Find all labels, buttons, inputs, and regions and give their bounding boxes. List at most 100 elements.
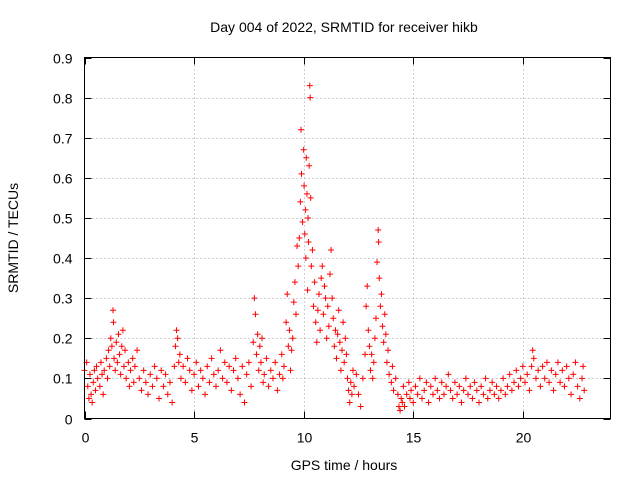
data-point bbox=[550, 387, 557, 394]
data-point bbox=[226, 363, 233, 370]
data-point bbox=[215, 367, 222, 374]
data-point bbox=[197, 367, 204, 374]
data-point bbox=[156, 395, 163, 402]
y-tick-label: 0.2 bbox=[53, 331, 73, 347]
data-point bbox=[517, 375, 524, 382]
data-point bbox=[484, 395, 491, 402]
data-point bbox=[89, 399, 96, 406]
data-point bbox=[342, 335, 349, 342]
data-point bbox=[328, 247, 335, 254]
data-point bbox=[263, 355, 270, 362]
data-point bbox=[284, 291, 291, 298]
data-point bbox=[336, 339, 343, 346]
data-point bbox=[302, 255, 309, 262]
data-point bbox=[84, 383, 91, 390]
y-tick-label: 0.1 bbox=[53, 371, 73, 387]
x-tick-label: 15 bbox=[406, 430, 422, 446]
data-point bbox=[344, 375, 351, 382]
data-point bbox=[310, 303, 317, 310]
data-point bbox=[330, 315, 337, 322]
data-point bbox=[245, 359, 252, 366]
data-point bbox=[329, 295, 336, 302]
data-point bbox=[438, 379, 445, 386]
data-point bbox=[381, 311, 388, 318]
data-point bbox=[367, 367, 374, 374]
data-point bbox=[364, 283, 371, 290]
data-point bbox=[320, 311, 327, 318]
data-point bbox=[92, 387, 99, 394]
data-point bbox=[369, 375, 376, 382]
data-point bbox=[318, 275, 325, 282]
data-point bbox=[528, 363, 535, 370]
data-point bbox=[323, 335, 330, 342]
data-point bbox=[217, 347, 224, 354]
data-point bbox=[171, 363, 178, 370]
data-point bbox=[301, 182, 308, 189]
data-point bbox=[491, 391, 498, 398]
data-point bbox=[297, 198, 304, 205]
data-point bbox=[412, 383, 419, 390]
data-point bbox=[416, 375, 423, 382]
data-point bbox=[581, 387, 588, 394]
data-point bbox=[465, 391, 472, 398]
data-point bbox=[419, 395, 426, 402]
data-point bbox=[469, 395, 476, 402]
data-point bbox=[440, 391, 447, 398]
data-point bbox=[462, 375, 469, 382]
data-point bbox=[376, 275, 383, 282]
x-tick-label: 20 bbox=[516, 430, 532, 446]
data-point bbox=[568, 391, 575, 398]
data-point bbox=[295, 263, 302, 270]
data-point bbox=[548, 367, 555, 374]
data-point bbox=[118, 343, 125, 350]
data-point bbox=[302, 206, 309, 213]
data-point bbox=[106, 363, 113, 370]
data-point bbox=[451, 379, 458, 386]
data-point bbox=[123, 375, 130, 382]
data-point bbox=[357, 403, 364, 410]
data-point bbox=[237, 391, 244, 398]
data-point bbox=[331, 343, 338, 350]
data-point bbox=[471, 379, 478, 386]
data-point bbox=[380, 339, 387, 346]
data-point bbox=[482, 375, 489, 382]
data-point bbox=[335, 307, 342, 314]
data-point bbox=[305, 239, 312, 246]
data-point bbox=[394, 391, 401, 398]
data-point bbox=[294, 243, 301, 250]
data-point bbox=[120, 363, 127, 370]
data-point bbox=[104, 375, 111, 382]
data-point bbox=[530, 355, 537, 362]
data-point bbox=[248, 383, 255, 390]
data-point bbox=[103, 355, 110, 362]
data-point bbox=[349, 367, 356, 374]
data-point bbox=[554, 359, 561, 366]
data-point bbox=[306, 162, 313, 169]
data-point bbox=[142, 379, 149, 386]
data-point bbox=[574, 383, 581, 390]
data-point bbox=[210, 371, 217, 378]
data-point bbox=[436, 395, 443, 402]
data-point bbox=[176, 351, 183, 358]
data-point bbox=[432, 375, 439, 382]
data-point bbox=[372, 315, 379, 322]
data-point bbox=[576, 395, 583, 402]
data-point bbox=[101, 367, 108, 374]
data-point bbox=[522, 379, 529, 386]
data-point bbox=[162, 371, 169, 378]
data-point bbox=[486, 387, 493, 394]
data-point bbox=[151, 363, 158, 370]
data-point bbox=[199, 375, 206, 382]
data-point bbox=[111, 355, 118, 362]
data-point bbox=[278, 351, 285, 358]
data-point bbox=[570, 371, 577, 378]
data-point bbox=[145, 391, 152, 398]
data-point bbox=[186, 367, 193, 374]
data-point bbox=[153, 375, 160, 382]
data-point bbox=[334, 331, 341, 338]
data-point bbox=[378, 291, 385, 298]
data-point bbox=[546, 379, 553, 386]
data-point bbox=[289, 335, 296, 342]
data-point bbox=[91, 367, 98, 374]
data-point bbox=[370, 359, 377, 366]
